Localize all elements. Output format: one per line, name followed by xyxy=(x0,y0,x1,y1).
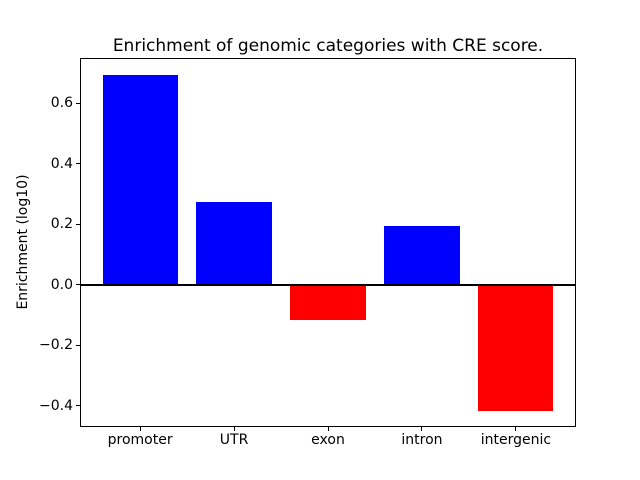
bar-UTR xyxy=(196,202,272,285)
x-tick-mark xyxy=(515,427,517,431)
x-tick-label-promoter: promoter xyxy=(107,432,173,448)
y-tick-mark xyxy=(76,223,80,225)
chart-title: Enrichment of genomic categories with CR… xyxy=(112,36,544,56)
y-tick-mark xyxy=(76,284,80,286)
bar-intergenic xyxy=(478,284,554,412)
plot-area xyxy=(80,58,576,427)
x-tick-mark xyxy=(421,427,423,431)
bar-exon xyxy=(290,284,366,320)
y-tick-label: −0.4 xyxy=(39,397,73,414)
y-tick-mark xyxy=(76,344,80,346)
y-tick-label: 0.0 xyxy=(50,276,73,293)
x-tick-label-intergenic: intergenic xyxy=(480,432,552,448)
x-tick-mark xyxy=(327,427,329,431)
x-tick-label-exon: exon xyxy=(311,432,345,448)
x-tick-label-intron: intron xyxy=(401,432,443,448)
y-tick-label: −0.2 xyxy=(39,337,73,354)
y-axis-label: Enrichment (log10) xyxy=(15,174,31,310)
x-tick-mark xyxy=(233,427,235,431)
bar-promoter xyxy=(102,74,178,285)
y-tick-mark xyxy=(76,102,80,104)
y-tick-mark xyxy=(76,163,80,165)
y-tick-mark xyxy=(76,405,80,407)
y-tick-label: 0.6 xyxy=(50,95,73,112)
y-tick-label: 0.4 xyxy=(50,155,73,172)
zero-line xyxy=(80,283,576,286)
y-tick-label: 0.2 xyxy=(50,216,73,233)
x-tick-mark xyxy=(139,427,141,431)
bar-intron xyxy=(384,226,460,285)
x-tick-label-UTR: UTR xyxy=(219,432,249,448)
